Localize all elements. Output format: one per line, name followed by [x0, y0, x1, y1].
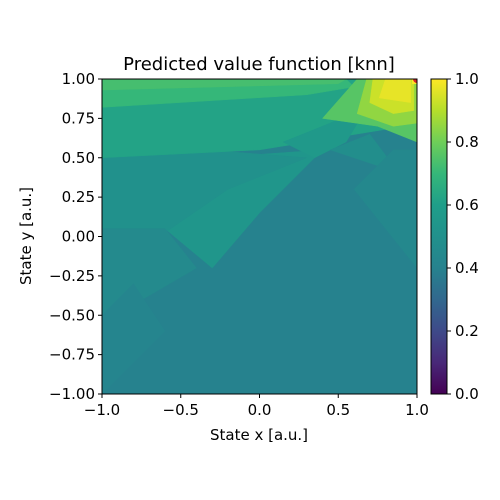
colorbar-tick-label: 1.0: [455, 70, 479, 88]
y-tick-label: −1.00: [49, 385, 95, 403]
y-tick-label: −0.75: [49, 346, 95, 364]
y-tick-label: 0.50: [62, 149, 95, 167]
goal-point-marker: [413, 79, 417, 83]
x-tick-label: −1.0: [84, 401, 120, 419]
x-axis: −1.0 −0.5 0.0 0.5 1.0: [84, 394, 429, 419]
y-tick-label: 0.00: [62, 228, 95, 246]
x-tick-label: 0.0: [248, 401, 272, 419]
y-axis-label: State y [a.u.]: [17, 187, 35, 285]
colorbar-tick-label: 0.6: [455, 196, 479, 214]
value-region-14: [378, 79, 411, 103]
x-tick-label: 0.5: [326, 401, 350, 419]
y-tick-label: 0.75: [62, 109, 95, 127]
y-tick-label: −0.25: [49, 267, 95, 285]
value-region-2: [102, 141, 307, 277]
y-axis: 1.00 0.75 0.50 0.25 0.00 −0.25 −0.50 −0.75 −1.00: [49, 70, 102, 403]
highlight-layer: [413, 79, 417, 83]
x-axis-label: State x [a.u.]: [210, 426, 308, 444]
x-tick-label: 1.0: [405, 401, 429, 419]
y-tick-label: 1.00: [62, 70, 95, 88]
colorbar-ticks: 0.0 0.2 0.4 0.6 0.8 1.0: [447, 70, 479, 403]
value-region-4: [102, 283, 166, 394]
colorbar-tick-label: 0.2: [455, 322, 479, 340]
value-region-7: [102, 79, 347, 91]
colorbar-tick-label: 0.0: [455, 385, 479, 403]
chart-title: Predicted value function [knn]: [123, 54, 395, 75]
colorbar-tick-label: 0.4: [455, 259, 479, 277]
y-tick-label: −0.50: [49, 306, 95, 324]
y-tick-label: 0.25: [62, 188, 95, 206]
x-tick-label: −0.5: [163, 401, 199, 419]
colorbar-tick-label: 0.8: [455, 133, 479, 151]
colorbar: [430, 78, 448, 395]
value-region-10: [353, 149, 417, 269]
heatmap-regions: [102, 79, 417, 394]
